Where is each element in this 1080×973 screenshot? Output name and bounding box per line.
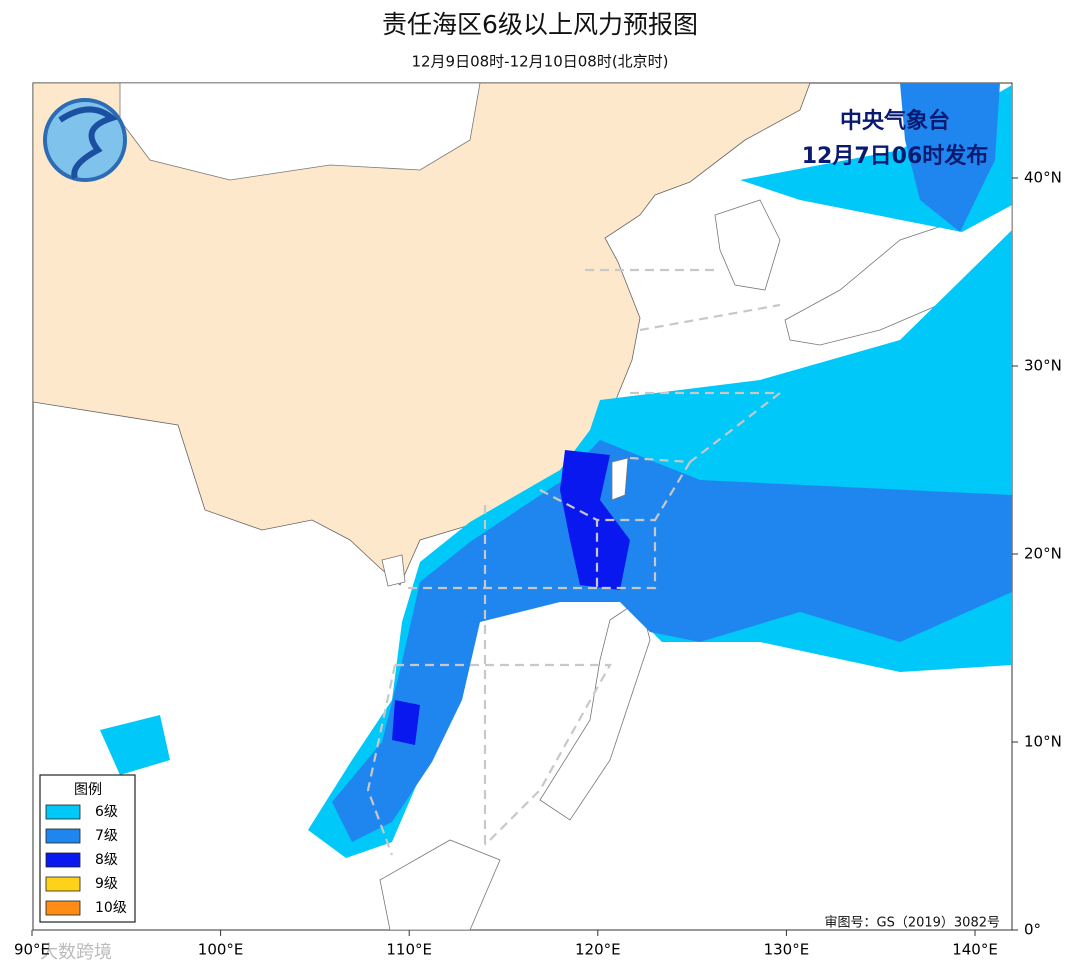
korea-land <box>714 199 781 291</box>
logo-mark <box>58 106 119 180</box>
legend-label: 10级 <box>95 900 127 916</box>
lon-label: 100°E <box>198 941 244 959</box>
wind-area <box>100 715 170 775</box>
mongolia-land <box>119 83 481 181</box>
legend-swatch <box>45 852 81 868</box>
legend-label: 8级 <box>95 852 118 868</box>
lon-label: 130°E <box>764 941 810 959</box>
legend-title: 图例 <box>74 782 102 798</box>
lat-label: 20°N <box>1024 545 1062 563</box>
legend-label: 9级 <box>95 876 118 892</box>
lon-label: 90°E <box>14 941 50 959</box>
wind-area <box>332 440 1012 842</box>
lat-label: 30°N <box>1024 357 1062 375</box>
legend-label: 6级 <box>95 804 118 820</box>
wind-area <box>392 700 420 745</box>
taiwan-land <box>611 457 629 501</box>
issuer-name: 中央气象台 <box>840 108 950 134</box>
subtitle: 12月9日08时-12月10日08时(北京时) <box>411 53 668 71</box>
lat-label: 40°N <box>1024 169 1062 187</box>
lat-label: 10°N <box>1024 733 1062 751</box>
legend: 6级 7级 8级 9级 10级 <box>45 804 127 916</box>
legend-swatch <box>45 900 81 916</box>
legend-swatch <box>45 876 81 892</box>
map: 中央气象台 12月7日06时发布 图例 审图号：GS（2019）3082号 <box>32 82 1013 931</box>
axes: 90°E 100°E 110°E 120°E 130°E 140°E 0° 10°N 20°N 3… <box>14 169 1062 959</box>
borneo-land <box>379 839 501 930</box>
legend-label: 7级 <box>95 828 118 844</box>
legend-swatch <box>45 828 81 844</box>
watermark: 大数跨境 <box>40 942 112 963</box>
wind-area <box>900 83 1000 232</box>
sea-area-boundary <box>366 268 784 856</box>
issue-time: 12月7日06时发布 <box>802 143 989 169</box>
lon-label: 140°E <box>952 941 998 959</box>
lon-label: 120°E <box>575 941 621 959</box>
lon-label: 110°E <box>386 941 432 959</box>
legend-swatch <box>45 804 81 820</box>
title: 责任海区6级以上风力预报图 <box>382 10 698 39</box>
hainan-land <box>381 554 406 587</box>
lat-label: 0° <box>1024 921 1041 939</box>
map-number: 审图号：GS（2019）3082号 <box>825 916 1001 931</box>
legend-box <box>39 774 136 923</box>
